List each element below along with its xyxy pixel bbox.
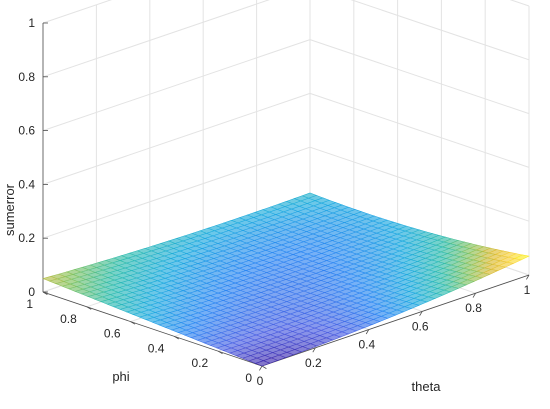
x-tick-mark (312, 347, 316, 353)
x-tick-label: 1 (524, 283, 531, 297)
back-wall-gridline (42, 39, 311, 132)
z-tick-label: 0.4 (18, 177, 35, 191)
x-tick-label: 0.4 (358, 338, 375, 352)
z-tick-label: 1 (28, 16, 35, 30)
back-wall-gridline (42, 146, 311, 239)
back-wall-gridline (42, 0, 270, 78)
x-axis-line (261, 274, 530, 367)
x-tick-mark (259, 365, 263, 371)
y-tick-label: 0 (245, 371, 252, 385)
surface-patch (254, 360, 271, 367)
z-tick-label: 0.2 (18, 231, 35, 245)
z-tick-label: 0.6 (18, 124, 35, 138)
x-tick-label: 0.6 (412, 319, 429, 333)
z-tick-label: 0 (28, 285, 35, 299)
y-tick-mark (261, 365, 267, 369)
y-tick-label: 0.8 (60, 312, 77, 326)
y-tick-mark (174, 336, 180, 340)
back-wall-gridline (42, 0, 113, 24)
surface (42, 192, 530, 367)
y-tick-mark (42, 291, 48, 295)
z-axis-label: sumerror (2, 183, 17, 236)
back-wall-gridline (42, 92, 311, 185)
y-axis-label: phi (112, 369, 129, 384)
y-tick-label: 1 (26, 297, 33, 311)
y-tick-mark (86, 306, 92, 310)
x-tick-mark (472, 292, 476, 298)
side-wall-gridline (350, 0, 530, 61)
x-tick-label: 0.2 (305, 356, 322, 370)
x-tick-mark (419, 311, 423, 317)
x-tick-label: 0 (257, 374, 264, 388)
x-tick-mark (526, 274, 530, 280)
x-tick-label: 0.8 (465, 301, 482, 315)
y-tick-mark (217, 350, 223, 355)
side-wall-gridline (309, 146, 530, 222)
y-tick-mark (130, 321, 136, 325)
y-tick-label: 0.2 (192, 356, 209, 370)
side-wall-gridline (509, 0, 530, 7)
x-tick-mark (365, 329, 370, 335)
y-tick-label: 0.6 (104, 327, 121, 341)
z-tick-label: 0.8 (18, 70, 35, 84)
tick-labels: 00.20.40.60.8100.20.40.60.8100.20.40.60.… (18, 16, 530, 388)
side-wall-gridline (309, 39, 530, 115)
y-axis-line (42, 291, 263, 367)
x-axis-label: theta (412, 379, 442, 394)
side-wall-gridline (309, 92, 530, 168)
y-tick-label: 0.4 (148, 341, 165, 355)
